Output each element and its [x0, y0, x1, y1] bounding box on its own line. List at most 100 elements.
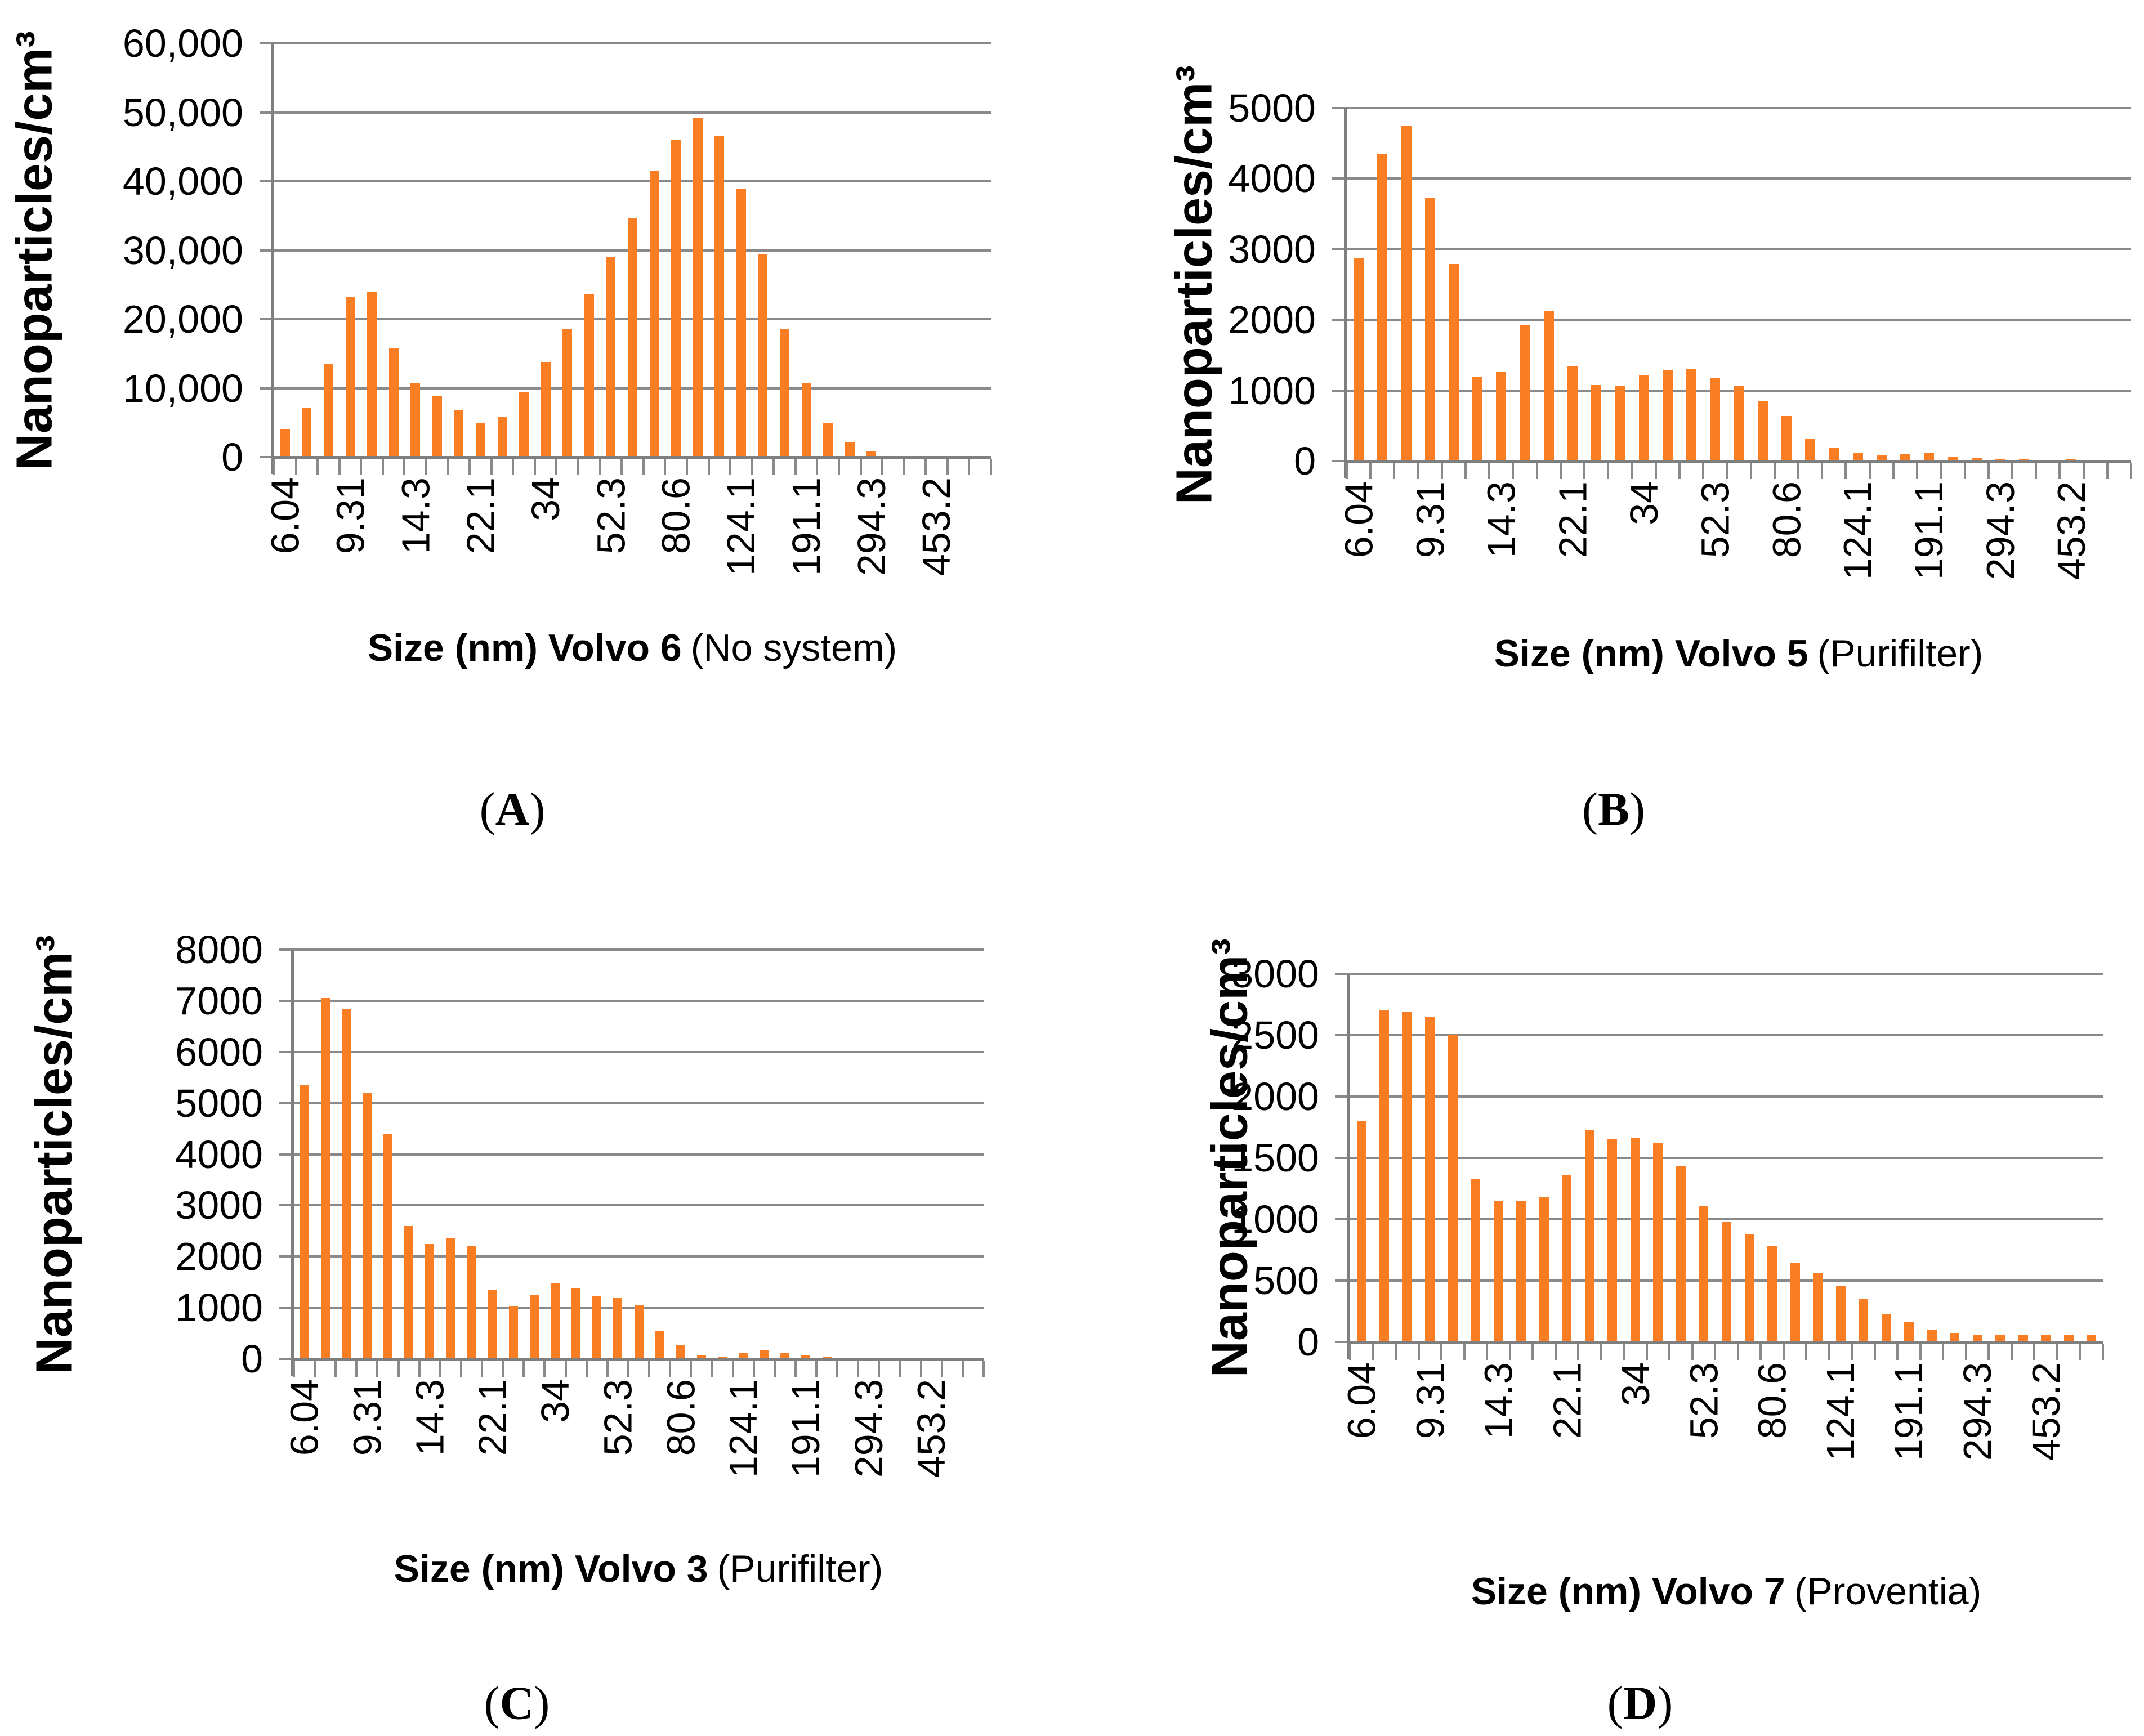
- x-tick: [669, 1361, 672, 1377]
- bar: [341, 1009, 351, 1359]
- x-tick: [2102, 1344, 2104, 1360]
- bar: [497, 417, 507, 457]
- x-tick: [2035, 463, 2038, 479]
- y-tick-label: 0: [1294, 439, 1316, 483]
- x-tick: [1691, 1344, 1694, 1360]
- paren-close: ): [1657, 1677, 1673, 1730]
- y-tick: [260, 249, 274, 252]
- y-tick: [279, 1153, 294, 1156]
- y-tick-label: 3000: [175, 1183, 263, 1228]
- x-tick: [1623, 1344, 1625, 1360]
- x-tick: [1805, 1344, 1808, 1360]
- y-tick-label: 2000: [1231, 1075, 1319, 1118]
- panel-letter: A: [495, 783, 530, 836]
- x-tick: [982, 1361, 985, 1377]
- y-tick: [1332, 177, 1347, 180]
- x-tick: [1828, 1344, 1830, 1360]
- bar: [1829, 448, 1839, 461]
- bar: [280, 429, 290, 457]
- bar: [1662, 370, 1673, 461]
- bar: [2018, 1335, 2028, 1342]
- bar: [1757, 401, 1768, 461]
- x-tick: [293, 1361, 295, 1377]
- gridline: [1348, 1095, 2103, 1098]
- x-tick: [403, 459, 406, 475]
- x-tick-label: 22.1: [1544, 1362, 1589, 1439]
- x-tick: [1583, 463, 1586, 479]
- x-tick: [642, 459, 645, 475]
- x-tick: [627, 1361, 629, 1377]
- y-tick: [279, 1050, 294, 1053]
- x-tick: [1678, 463, 1681, 479]
- x-tick: [620, 459, 623, 475]
- y-tick: [260, 42, 274, 44]
- x-axis-line: [1347, 1341, 2103, 1344]
- x-tick: [316, 459, 319, 475]
- y-tick: [1335, 1218, 1350, 1220]
- x-tick: [2056, 1344, 2058, 1360]
- bar: [628, 218, 637, 457]
- x-axis-title-note: (Purifilter): [1817, 632, 1984, 675]
- bar: [1876, 455, 1887, 461]
- x-tick: [899, 1361, 901, 1377]
- x-tick: [338, 459, 341, 475]
- y-tick-label: 3000: [1231, 952, 1319, 996]
- x-tick: [1395, 1344, 1397, 1360]
- paren-close: ): [534, 1677, 550, 1730]
- panel-letter: C: [499, 1677, 534, 1730]
- x-tick: [1346, 463, 1348, 479]
- x-axis-title-main: Size (nm) Volvo 6: [367, 627, 682, 669]
- bar: [320, 998, 330, 1359]
- bar: [592, 1296, 602, 1359]
- x-tick: [794, 1361, 797, 1377]
- x-tick: [1773, 463, 1776, 479]
- bar: [1734, 386, 1744, 461]
- x-tick: [533, 459, 536, 475]
- gridline: [292, 1204, 984, 1207]
- y-tick-label: 1000: [175, 1286, 263, 1330]
- gridline: [1345, 248, 2131, 250]
- bar: [1971, 458, 1982, 461]
- x-tick: [1631, 463, 1633, 479]
- bar: [410, 383, 421, 457]
- y-tick: [1332, 319, 1347, 321]
- bar: [823, 423, 833, 457]
- x-tick: [924, 459, 927, 475]
- y-tick-label: 1000: [1228, 368, 1316, 413]
- x-tick: [376, 1361, 379, 1377]
- y-tick-label: 40,000: [122, 159, 243, 203]
- x-tick: [1607, 463, 1610, 479]
- paren-close: ): [529, 783, 546, 836]
- bar: [1995, 1335, 2005, 1342]
- bar: [634, 1305, 644, 1359]
- x-tick-label: 34: [1613, 1362, 1658, 1406]
- x-tick: [1964, 1344, 1967, 1360]
- y-tick-label: 6000: [175, 1030, 263, 1074]
- x-tick: [1600, 1344, 1602, 1360]
- bar: [714, 136, 725, 457]
- bar: [446, 1238, 455, 1359]
- x-tick: [711, 1361, 713, 1377]
- bar: [671, 140, 681, 457]
- bar: [1948, 457, 1958, 461]
- x-tick: [1896, 1344, 1899, 1360]
- y-tick-label: 500: [1253, 1259, 1319, 1303]
- y-tick: [279, 1307, 294, 1309]
- bar: [475, 423, 485, 457]
- x-tick: [836, 1361, 839, 1377]
- bar: [1493, 1201, 1503, 1342]
- bar: [736, 189, 746, 457]
- bar: [425, 1244, 435, 1359]
- x-tick-label: 52.3: [1682, 1362, 1726, 1439]
- x-axis-title-main: Size (nm) Volvo 7: [1471, 1570, 1785, 1613]
- x-tick: [468, 459, 471, 475]
- bar: [801, 1355, 811, 1359]
- bar: [1859, 1299, 1869, 1342]
- x-tick: [355, 1361, 358, 1377]
- bar: [655, 1331, 664, 1359]
- bar: [801, 383, 811, 457]
- bar: [432, 396, 442, 457]
- gridline: [1348, 1034, 2103, 1036]
- x-tick-label: 453.2: [2024, 1362, 2068, 1461]
- x-tick: [606, 1361, 609, 1377]
